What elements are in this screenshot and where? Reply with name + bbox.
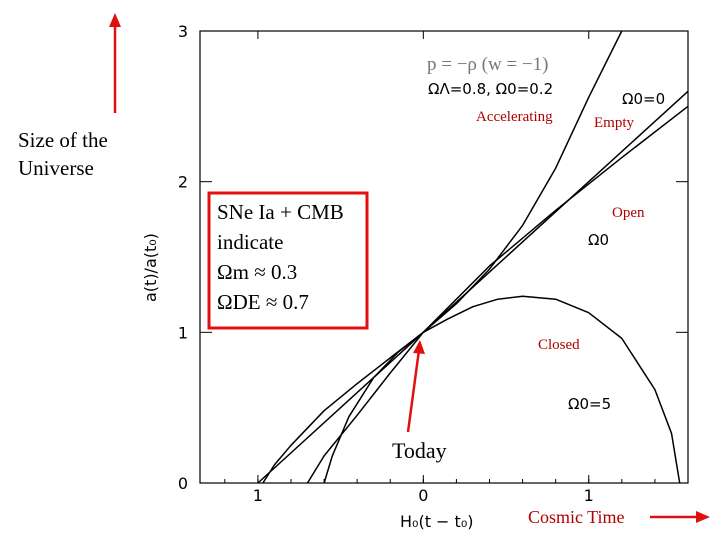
y-tick-label-1: 1: [178, 323, 188, 342]
size-of-universe-line1: Size of the: [18, 128, 108, 152]
omega0-five-label: Ω0=5: [568, 395, 611, 413]
closed-label: Closed: [538, 337, 580, 353]
curve-3-0-5: [323, 295, 681, 484]
today-arrow: [406, 349, 421, 433]
today-label: Today: [392, 438, 447, 463]
callout-line3: Ωm ≈ 0.3: [217, 260, 297, 284]
callout-line4: ΩDE ≈ 0.7: [217, 290, 309, 314]
size-arrow-head: [109, 13, 121, 27]
x-axis-label: H₀(t − t₀): [400, 512, 473, 531]
accelerating-label: Accelerating: [476, 109, 553, 125]
time-arrow-head: [696, 511, 710, 523]
y-tick-label-2: 2: [178, 173, 188, 192]
y-axis-label: a(t)/a(t₀): [141, 233, 160, 302]
x-tick-label-1: 0: [418, 486, 428, 505]
y-tick-label-3: 3: [178, 22, 188, 41]
callout-line2: indicate: [217, 230, 283, 254]
callout-box: [207, 191, 369, 330]
omega0-zero-label: Ω0=0: [622, 90, 665, 108]
curves: [257, 30, 689, 484]
equation-of-state-label: p = −ρ (w = −1): [427, 54, 548, 75]
today-arrow-head: [413, 340, 425, 354]
open-label: Open: [612, 205, 645, 221]
x-tick-label-2: 1: [584, 486, 594, 505]
plot-frame: [199, 30, 689, 484]
cosmic-time-label: Cosmic Time: [528, 507, 625, 527]
omega-lambda-label: ΩΛ=0.8, Ω0=0.2: [428, 80, 553, 98]
ticks: 1 0 1 0 1 2 3: [178, 22, 688, 505]
callout-line1: SNe Ia + CMB: [217, 200, 344, 224]
empty-label: Empty: [594, 115, 634, 131]
size-of-universe-line2: Universe: [18, 156, 94, 180]
y-tick-label-0: 0: [178, 474, 188, 493]
omega0-open-label: Ω0: [588, 231, 609, 249]
x-tick-label-0: 1: [253, 486, 263, 505]
